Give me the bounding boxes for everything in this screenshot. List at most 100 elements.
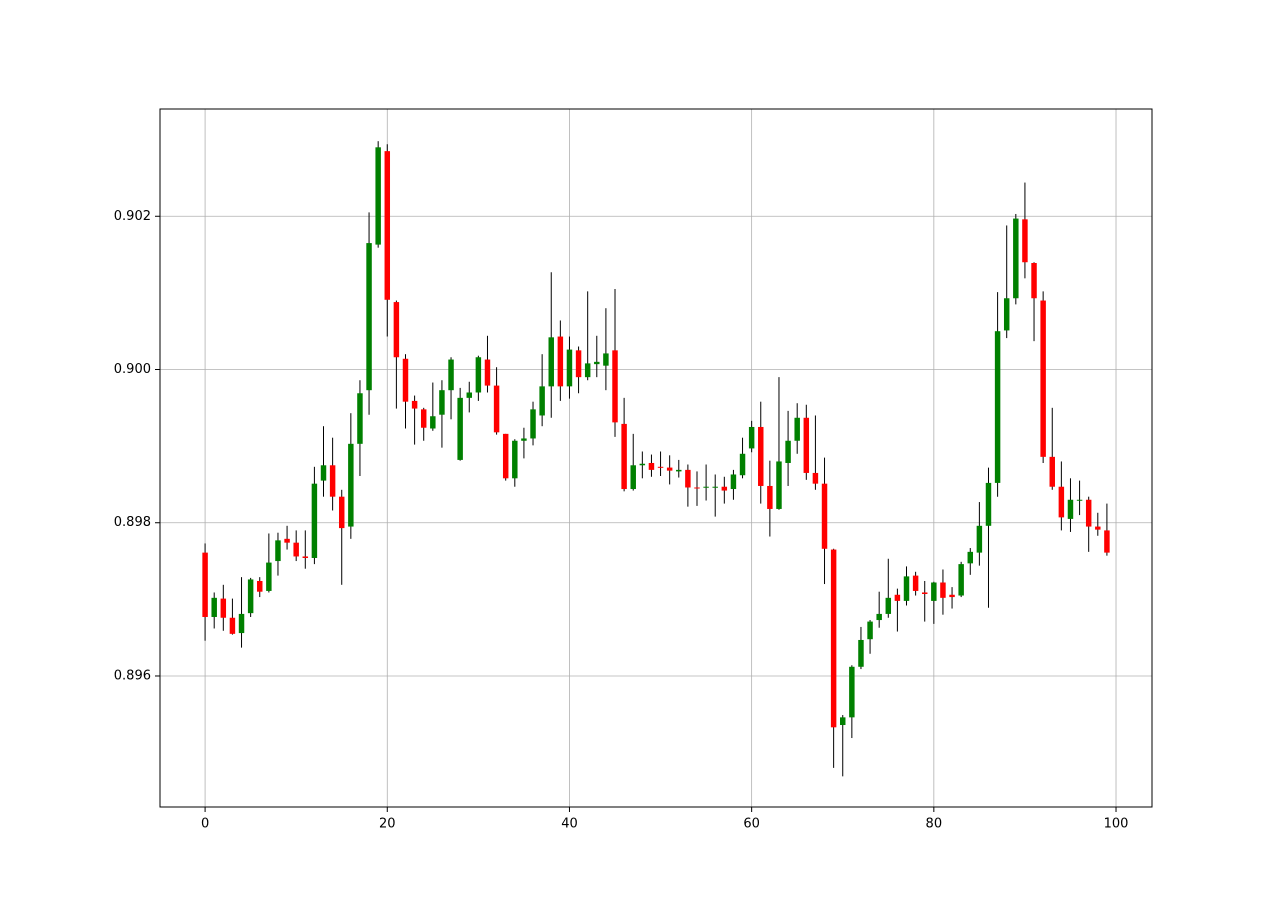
candle-body bbox=[430, 416, 436, 429]
candle-body bbox=[275, 540, 281, 562]
candle-body bbox=[858, 639, 864, 667]
candle-body bbox=[794, 417, 800, 441]
candle-body bbox=[348, 443, 354, 527]
x-tick-label: 60 bbox=[743, 817, 760, 832]
candle-body bbox=[512, 440, 518, 479]
candle-body bbox=[949, 594, 955, 598]
candle-body bbox=[931, 582, 937, 601]
candle-body bbox=[894, 594, 901, 601]
candle-body bbox=[402, 358, 409, 402]
candle-body bbox=[676, 469, 682, 472]
candle-body bbox=[648, 462, 655, 470]
candle-body bbox=[475, 357, 482, 393]
candle-body bbox=[1031, 263, 1037, 299]
candle-body bbox=[703, 486, 709, 488]
candle-body bbox=[457, 397, 463, 460]
candle-body bbox=[630, 465, 636, 490]
y-tick-label: 0.902 bbox=[114, 209, 151, 224]
candles bbox=[202, 141, 1110, 777]
candle-body bbox=[420, 409, 427, 428]
x-tick-label: 0 bbox=[201, 817, 209, 832]
candle-body bbox=[521, 438, 527, 441]
candle-body bbox=[1049, 456, 1055, 487]
candle-body bbox=[685, 469, 691, 488]
candle-body bbox=[539, 386, 545, 416]
candle-body bbox=[803, 417, 810, 473]
candle-body bbox=[940, 582, 946, 598]
candle-body bbox=[849, 666, 855, 718]
candle-body bbox=[320, 465, 327, 481]
candle-body bbox=[830, 549, 837, 728]
candle-body bbox=[903, 576, 910, 601]
candle-body bbox=[594, 361, 600, 365]
candle-body bbox=[1076, 499, 1083, 501]
candle-body bbox=[758, 426, 764, 486]
candle-body bbox=[694, 487, 700, 489]
candle-body bbox=[1003, 298, 1010, 331]
candle-body bbox=[812, 472, 819, 484]
candle-body bbox=[484, 359, 491, 386]
candle-body bbox=[493, 385, 500, 433]
candle-body bbox=[921, 592, 928, 594]
candle-body bbox=[867, 621, 873, 640]
candle-body bbox=[466, 392, 472, 398]
candle-body bbox=[448, 359, 454, 391]
candle-body bbox=[229, 617, 236, 634]
ticks: 0 20 40 60 80 100 0.896 0.898 0.900 0.902 bbox=[114, 209, 1129, 832]
candle-body bbox=[302, 556, 309, 558]
candle-body bbox=[502, 433, 509, 479]
x-tick-label: 80 bbox=[926, 817, 943, 832]
candle-body bbox=[311, 483, 318, 558]
candle-body bbox=[238, 613, 245, 634]
candle-body bbox=[912, 575, 919, 591]
candle-body bbox=[357, 393, 363, 444]
candle-body bbox=[284, 538, 290, 543]
y-tick-label: 0.898 bbox=[114, 515, 151, 530]
candle-body bbox=[603, 353, 609, 366]
candle-body bbox=[257, 580, 263, 592]
candle-body bbox=[220, 598, 227, 618]
candle-body bbox=[976, 525, 983, 553]
candle-body bbox=[393, 302, 400, 358]
candle-body bbox=[1022, 219, 1028, 263]
candle-body bbox=[329, 465, 336, 497]
candle-body bbox=[575, 350, 582, 378]
candle-body bbox=[439, 390, 445, 415]
candle-body bbox=[584, 363, 591, 378]
candle-body bbox=[247, 579, 254, 614]
x-tick-label: 20 bbox=[379, 817, 396, 832]
candle-body bbox=[1058, 486, 1065, 518]
candle-body bbox=[657, 466, 664, 468]
candle-body bbox=[748, 426, 755, 449]
x-tick-label: 40 bbox=[561, 817, 578, 832]
candle-body bbox=[885, 597, 892, 614]
candle-body bbox=[712, 486, 718, 488]
candle-body bbox=[548, 337, 554, 387]
candle-body bbox=[566, 349, 573, 387]
candle-body bbox=[621, 423, 627, 490]
candle-body bbox=[366, 243, 372, 391]
y-tick-label: 0.896 bbox=[114, 668, 151, 683]
candle-body bbox=[876, 613, 882, 621]
candle-body bbox=[821, 483, 828, 549]
plot-frame bbox=[159, 108, 1153, 808]
candle-body bbox=[739, 453, 746, 476]
candle-body bbox=[967, 551, 974, 564]
candle-body bbox=[530, 409, 536, 439]
candle-body bbox=[785, 440, 791, 463]
candle-body bbox=[266, 562, 272, 591]
candle-body bbox=[776, 461, 782, 509]
candle-body bbox=[202, 552, 208, 617]
candle-body bbox=[985, 482, 992, 526]
candle-body bbox=[1095, 526, 1101, 530]
candle-body bbox=[338, 496, 345, 529]
candle-body bbox=[1085, 499, 1092, 527]
candle-body bbox=[384, 151, 391, 300]
candle-body bbox=[557, 336, 564, 387]
candle-body bbox=[639, 463, 646, 466]
candle-body bbox=[1013, 218, 1019, 299]
candle-body bbox=[767, 485, 773, 509]
candle-body bbox=[721, 486, 728, 491]
